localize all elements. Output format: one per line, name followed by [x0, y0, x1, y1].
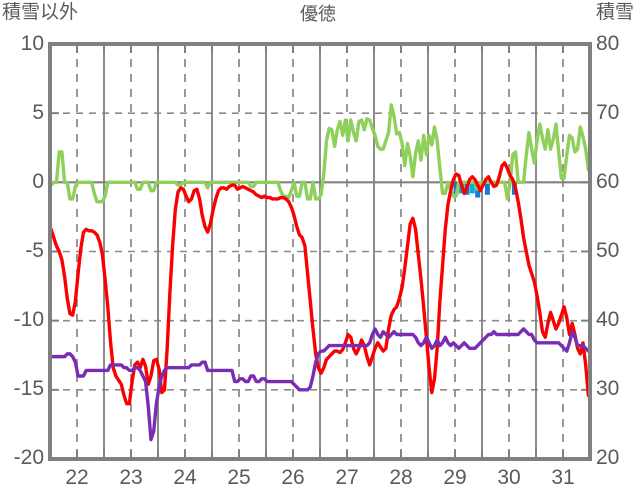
- y-left-tick-5: 5: [32, 101, 44, 124]
- x-tick-29: 29: [443, 466, 467, 489]
- x-tick-22: 22: [65, 466, 89, 489]
- y-right-tick-60: 60: [596, 170, 620, 193]
- y-right-tick-70: 70: [596, 101, 620, 124]
- plot-frame: [48, 42, 592, 461]
- y-right-tick-50: 50: [596, 239, 620, 262]
- right-axis-title: 積雪: [595, 2, 634, 23]
- left-axis-title: 積雪以外: [2, 2, 79, 23]
- x-tick-30: 30: [497, 466, 521, 489]
- x-tick-23: 23: [119, 466, 143, 489]
- y-left-tick--10: -10: [13, 308, 44, 331]
- y-left-tick-0: 0: [32, 170, 44, 193]
- y-right-tick-40: 40: [596, 308, 620, 331]
- y-right-tick-30: 30: [596, 377, 620, 400]
- y-right-tick-20: 20: [596, 446, 620, 469]
- chart-title: 優徳: [300, 4, 336, 24]
- x-tick-24: 24: [173, 466, 197, 489]
- x-tick-27: 27: [335, 466, 359, 489]
- data-series: [49, 103, 591, 442]
- x-tick-26: 26: [281, 466, 305, 489]
- y-right-tick-80: 80: [596, 32, 620, 55]
- y-left-tick--20: -20: [13, 446, 44, 469]
- y-left-tick-10: 10: [20, 32, 44, 55]
- y-left-tick--5: -5: [25, 239, 44, 262]
- y-left-tick--15: -15: [13, 377, 44, 400]
- x-tick-28: 28: [389, 466, 413, 489]
- x-tick-25: 25: [227, 466, 251, 489]
- x-tick-31: 31: [551, 466, 575, 489]
